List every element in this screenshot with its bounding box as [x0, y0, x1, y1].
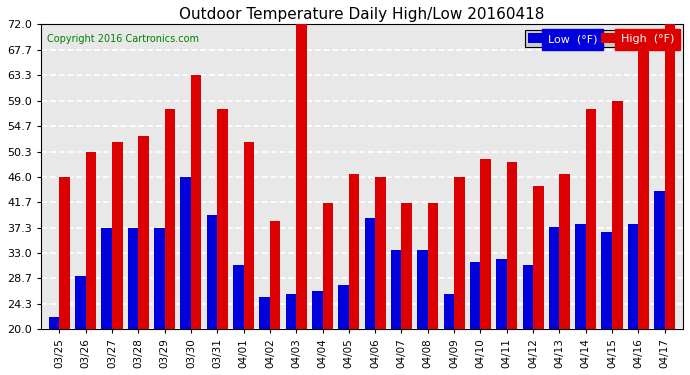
Bar	[154, 228, 165, 329]
Bar	[454, 177, 464, 329]
Bar	[75, 276, 86, 329]
Bar	[138, 136, 149, 329]
Bar	[496, 259, 506, 329]
Text: Copyright 2016 Cartronics.com: Copyright 2016 Cartronics.com	[48, 34, 199, 44]
Bar	[417, 250, 428, 329]
Bar	[165, 110, 175, 329]
Bar	[233, 265, 244, 329]
Bar	[207, 215, 217, 329]
Bar	[522, 265, 533, 329]
Bar	[480, 159, 491, 329]
Bar	[191, 75, 201, 329]
Bar	[428, 203, 438, 329]
Bar	[286, 294, 296, 329]
Bar	[664, 24, 675, 329]
Bar	[402, 203, 412, 329]
Bar	[338, 285, 349, 329]
Bar	[654, 192, 664, 329]
Bar	[586, 110, 596, 329]
Bar	[533, 186, 544, 329]
Bar	[112, 142, 123, 329]
Bar	[575, 224, 586, 329]
Bar	[217, 110, 228, 329]
Legend: Low  (°F), High  (°F): Low (°F), High (°F)	[524, 30, 678, 48]
Bar	[560, 174, 570, 329]
Bar	[549, 226, 560, 329]
Bar	[612, 100, 622, 329]
Bar	[444, 294, 454, 329]
Bar	[628, 224, 638, 329]
Bar	[101, 228, 112, 329]
Bar	[244, 142, 254, 329]
Bar	[375, 177, 386, 329]
Bar	[259, 297, 270, 329]
Bar	[322, 203, 333, 329]
Bar	[506, 162, 518, 329]
Bar	[296, 24, 307, 329]
Title: Outdoor Temperature Daily High/Low 20160418: Outdoor Temperature Daily High/Low 20160…	[179, 7, 544, 22]
Bar	[638, 50, 649, 329]
Bar	[270, 221, 280, 329]
Bar	[59, 177, 70, 329]
Bar	[312, 291, 322, 329]
Bar	[86, 152, 96, 329]
Bar	[602, 232, 612, 329]
Bar	[391, 250, 402, 329]
Bar	[181, 177, 191, 329]
Bar	[49, 317, 59, 329]
Bar	[364, 218, 375, 329]
Bar	[349, 174, 359, 329]
Bar	[470, 262, 480, 329]
Bar	[128, 228, 138, 329]
